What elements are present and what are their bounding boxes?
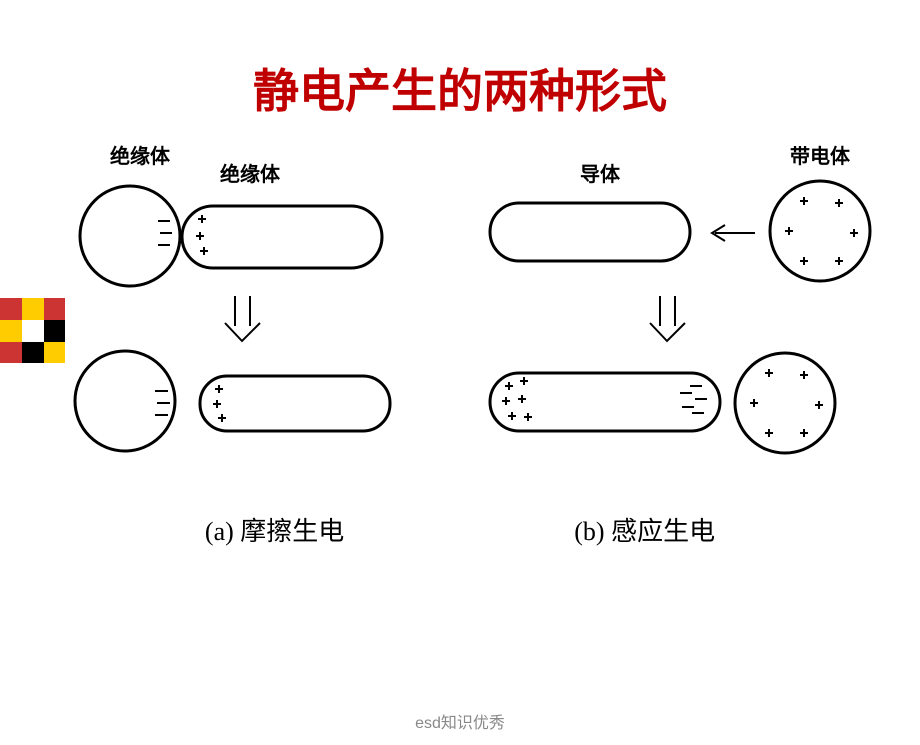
label-insulator-pill: 绝缘体 bbox=[220, 162, 281, 186]
induction-diagram: 导体 带电体 bbox=[490, 144, 870, 453]
insulator-circle-top bbox=[80, 186, 180, 286]
down-arrow-left bbox=[225, 296, 260, 341]
conductor-pill-top bbox=[490, 203, 690, 261]
footer-text: esd知识优秀 bbox=[0, 709, 920, 733]
left-arrow-icon bbox=[712, 225, 755, 241]
label-charged-body: 带电体 bbox=[790, 144, 851, 168]
slide-title: 静电产生的两种形式 bbox=[0, 55, 920, 121]
caption-b: (b) 感应生电 bbox=[574, 511, 715, 548]
label-insulator-circle: 绝缘体 bbox=[110, 144, 171, 168]
captions-row: (a) 摩擦生电 (b) 感应生电 bbox=[0, 511, 920, 548]
down-arrow-right bbox=[650, 296, 685, 341]
friction-diagram: 绝缘体 绝缘体 bbox=[75, 144, 390, 451]
diagram-area: 绝缘体 绝缘体 导体 带电体 bbox=[0, 121, 920, 501]
plus-marks-top-circle bbox=[785, 197, 858, 265]
insulator-pill-bottom bbox=[200, 376, 390, 431]
label-conductor: 导体 bbox=[580, 162, 621, 186]
caption-a: (a) 摩擦生电 bbox=[205, 511, 344, 548]
insulator-circle-bottom bbox=[75, 351, 175, 451]
insulator-pill-top bbox=[182, 206, 382, 268]
